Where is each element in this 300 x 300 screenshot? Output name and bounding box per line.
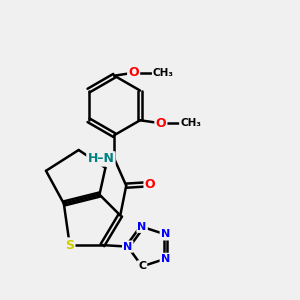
Text: N: N xyxy=(161,230,170,239)
Text: H–N: H–N xyxy=(88,152,114,165)
Text: O: O xyxy=(156,117,166,130)
Text: N: N xyxy=(161,254,170,264)
Text: C: C xyxy=(138,261,146,272)
Text: N: N xyxy=(137,222,147,232)
Text: O: O xyxy=(128,66,139,79)
Text: CH₃: CH₃ xyxy=(180,118,201,128)
Text: S: S xyxy=(65,238,74,252)
Text: CH₃: CH₃ xyxy=(153,68,174,78)
Text: N: N xyxy=(123,242,132,252)
Text: O: O xyxy=(145,178,155,191)
